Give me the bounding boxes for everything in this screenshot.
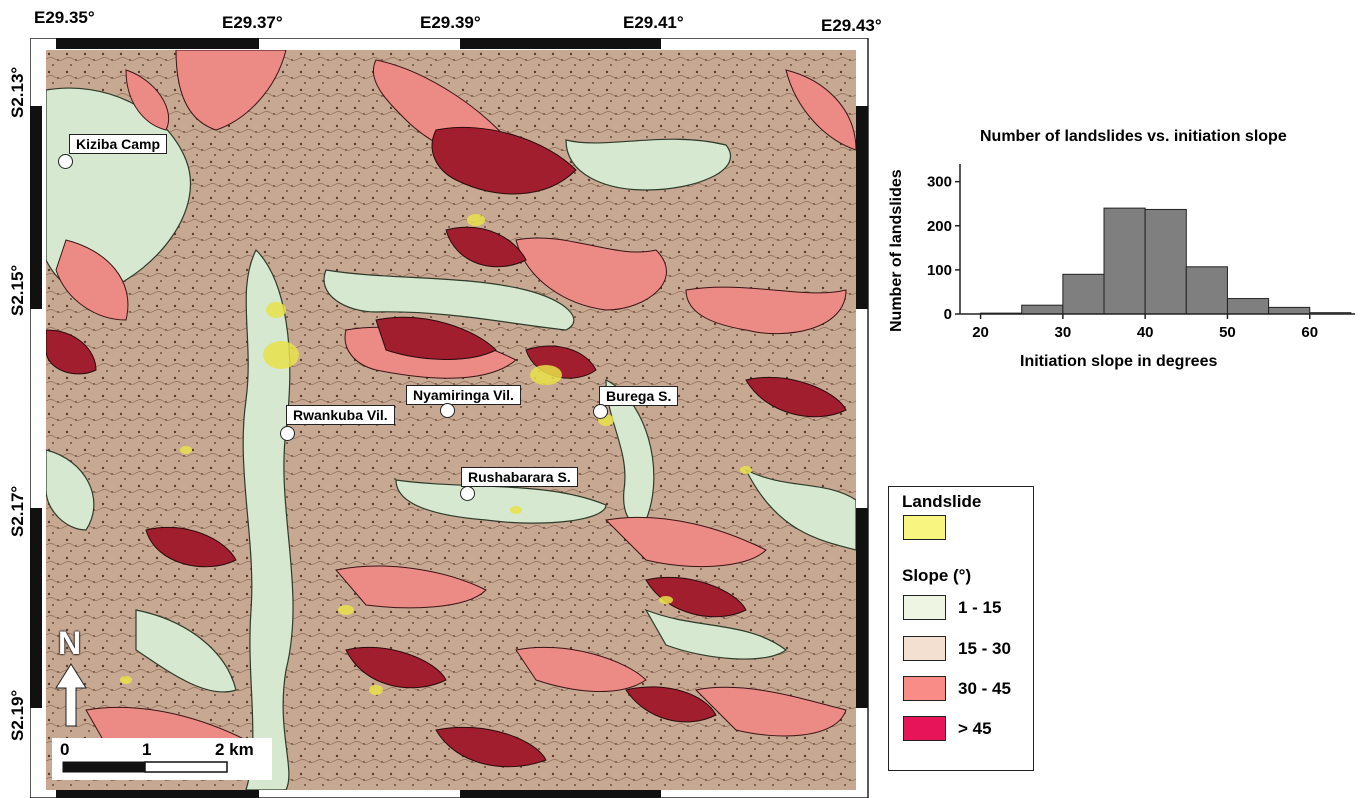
histogram-bar [1145,209,1186,314]
north-arrow-icon [54,662,88,728]
histogram-bar [1186,267,1227,314]
scale-label: 0 [60,740,69,760]
legend-slope-title: Slope (°) [902,566,971,586]
x-tick-label: 30 [1055,324,1072,341]
north-label: N [58,625,81,662]
lon-label: E29.35° [34,8,95,28]
legend-label: 15 - 30 [958,639,1011,659]
y-tick-label: 100 [927,262,952,279]
x-tick-label: 20 [972,324,989,341]
histogram-bar [1104,208,1145,314]
legend-landslide-swatch [903,515,946,540]
slope-map [46,50,856,790]
histogram-bar [1227,299,1268,314]
legend-label: > 45 [958,719,992,739]
legend-label: 1 - 15 [958,598,1001,618]
lat-label: S2.13° [8,67,28,118]
x-tick-label: 50 [1219,324,1236,341]
legend-label: 30 - 45 [958,679,1011,699]
lat-label: S2.17° [8,486,28,537]
lon-label: E29.43° [821,16,882,36]
legend-swatch [903,595,946,620]
place-marker [460,486,475,501]
lon-label: E29.37° [222,13,283,33]
y-tick-label: 0 [944,306,952,323]
place-marker [593,404,608,419]
lat-label: S2.19° [8,690,28,741]
legend-landslide-title: Landslide [902,492,981,512]
histogram: 0 100 200 300 20 30 40 50 60 [910,140,1360,350]
histogram-bar [1022,305,1063,314]
place-marker [58,154,73,169]
place-label-rushabarara: Rushabarara S. [461,467,578,487]
place-marker [440,403,455,418]
chart-xlabel: Initiation slope in degrees [1020,353,1217,371]
chart-ylabel: Number of landslides [888,169,906,332]
lon-label: E29.41° [623,13,684,33]
x-tick-label: 40 [1137,324,1154,341]
y-tick-label: 200 [927,218,952,235]
place-marker [280,426,295,441]
x-tick-label: 60 [1301,324,1318,341]
place-label-rwankuba: Rwankuba Vil. [286,405,395,425]
legend-swatch [903,676,946,701]
y-tick-label: 300 [927,174,952,191]
legend-swatch [903,636,946,661]
place-label-burega: Burega S. [599,386,678,406]
scale-label: 1 [142,740,151,760]
scale-label: 2 km [215,740,254,760]
lat-label: S2.15° [8,265,28,316]
scale-bar-graphic [62,760,228,774]
legend-swatch [903,716,946,741]
lon-label: E29.39° [420,13,481,33]
place-label-nyamiringa: Nyamiringa Vil. [406,385,521,405]
histogram-bar [1063,274,1104,314]
histogram-bar [1269,307,1310,314]
place-label-kiziba-camp: Kiziba Camp [69,134,167,154]
